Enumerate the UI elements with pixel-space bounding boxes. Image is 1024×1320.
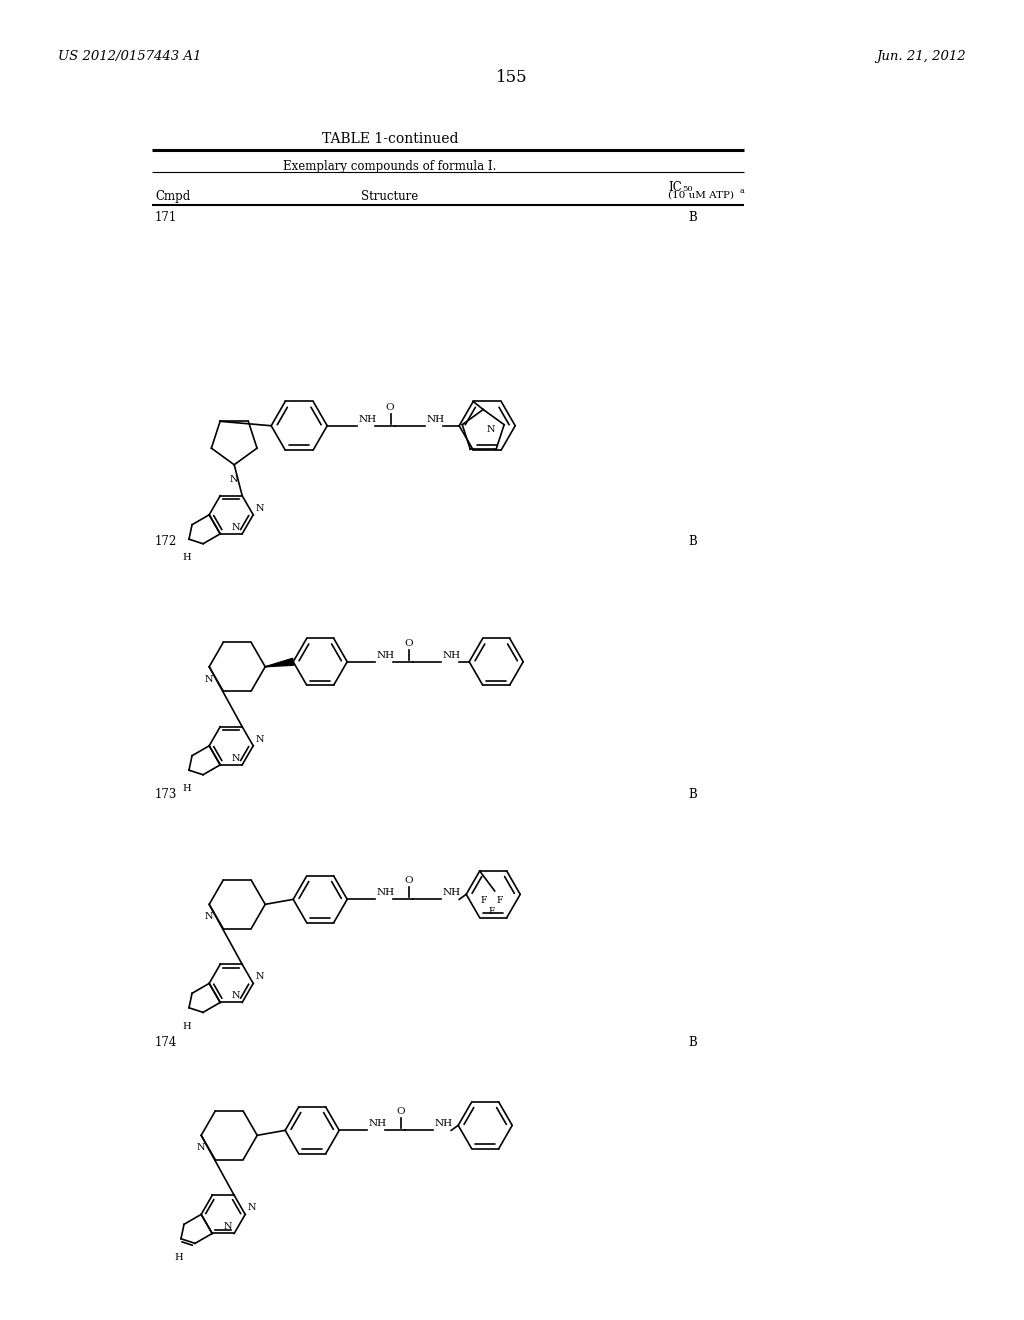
Text: 50: 50 (682, 185, 692, 193)
Text: N: N (231, 754, 241, 763)
Text: NH: NH (442, 651, 461, 660)
Text: O: O (385, 403, 393, 412)
Text: Cmpd: Cmpd (155, 190, 190, 203)
Text: H: H (182, 1022, 191, 1031)
Text: N: N (231, 991, 241, 1001)
Text: N: N (223, 1222, 232, 1232)
Text: B: B (688, 788, 696, 801)
Text: H: H (175, 1253, 183, 1262)
Text: NH: NH (358, 414, 377, 424)
Text: N: N (486, 425, 495, 434)
Text: N: N (255, 973, 264, 981)
Text: 174: 174 (155, 1036, 177, 1049)
Text: N: N (255, 735, 264, 743)
Text: F: F (480, 896, 486, 906)
Text: N: N (255, 504, 264, 512)
Text: O: O (403, 876, 413, 886)
Text: Exemplary compounds of formula I.: Exemplary compounds of formula I. (284, 160, 497, 173)
Text: O: O (396, 1107, 404, 1117)
Text: F: F (497, 896, 503, 906)
Text: B: B (688, 535, 696, 548)
Text: N: N (205, 675, 213, 684)
Text: IC: IC (668, 181, 682, 194)
Text: O: O (403, 639, 413, 648)
Text: NH: NH (369, 1119, 386, 1129)
Text: NH: NH (434, 1119, 453, 1129)
Text: N: N (231, 523, 241, 532)
Text: 155: 155 (497, 69, 527, 86)
Text: B: B (688, 1036, 696, 1049)
Text: TABLE 1-continued: TABLE 1-continued (322, 132, 459, 147)
Text: Jun. 21, 2012: Jun. 21, 2012 (877, 50, 966, 63)
Text: a: a (740, 187, 744, 195)
Text: Structure: Structure (361, 190, 419, 203)
Text: NH: NH (376, 651, 394, 660)
Text: NH: NH (376, 888, 394, 898)
Text: H: H (182, 784, 191, 793)
Text: 173: 173 (155, 788, 177, 801)
Text: US 2012/0157443 A1: US 2012/0157443 A1 (58, 50, 202, 63)
Text: N: N (205, 912, 213, 921)
Text: H: H (182, 553, 191, 562)
Text: NH: NH (442, 888, 461, 898)
Text: N: N (230, 475, 239, 483)
Text: NH: NH (426, 414, 444, 424)
Text: 171: 171 (155, 211, 177, 224)
Text: N: N (247, 1204, 256, 1212)
Text: B: B (688, 211, 696, 224)
Text: F: F (488, 907, 495, 916)
Text: (10 uM ATP): (10 uM ATP) (668, 190, 734, 199)
Text: N: N (197, 1143, 206, 1152)
Text: 172: 172 (155, 535, 177, 548)
Polygon shape (265, 659, 294, 667)
